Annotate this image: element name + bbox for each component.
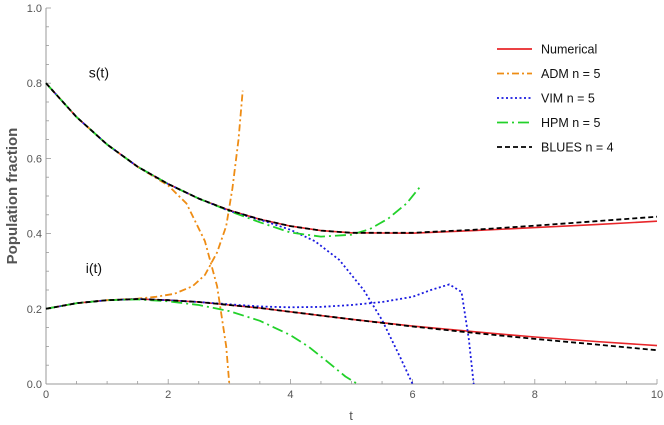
y-tick-label: 0.0: [27, 379, 42, 391]
curve-annotation-1: i(t): [86, 260, 102, 276]
series-line-hpm-n-5-s: [45, 82, 423, 238]
series-line-adm-n-5-s: [45, 82, 231, 385]
curve-annotation-0: s(t): [89, 65, 109, 81]
series-line-blues-n-4-i: [45, 298, 658, 352]
legend-label: HPM n = 5: [541, 116, 600, 130]
series-line-blues-n-4-s: [45, 82, 658, 234]
series-lines: [45, 82, 658, 385]
axes: 0 2 4 6 8 10 0.0 0.2 0.4 0.6 0.8 1.0: [27, 3, 663, 401]
series-line-adm-n-5-i: [45, 90, 244, 310]
legend: Numerical ADM n = 5 VIM n = 5 HPM n = 5 BLUE…: [497, 43, 614, 155]
x-tick-label: 10: [651, 389, 663, 401]
x-tick-label: 0: [43, 389, 49, 401]
y-tick-label: 0.4: [27, 229, 42, 241]
series-line-hpm-n-5-i: [45, 298, 359, 385]
x-axis-label: t: [349, 408, 353, 423]
y-tick-label: 0.8: [27, 78, 42, 90]
x-tick-label: 8: [532, 389, 538, 401]
y-axis-label: Population fraction: [4, 128, 21, 265]
legend-label: VIM n = 5: [541, 92, 595, 106]
x-tick-label: 6: [410, 389, 416, 401]
series-line-numerical-i: [45, 298, 658, 347]
series-line-numerical-s: [45, 82, 658, 234]
x-tick-label: 2: [165, 389, 171, 401]
y-tick-label: 0.6: [27, 153, 42, 165]
legend-label: ADM n = 5: [541, 67, 600, 81]
legend-label: BLUES n = 4: [541, 141, 614, 155]
legend-label: Numerical: [541, 43, 597, 57]
y-tick-label: 0.2: [27, 304, 42, 316]
curve-annotations: s(t) i(t): [86, 65, 109, 277]
x-tick-label: 4: [287, 389, 293, 401]
y-tick-label: 1.0: [27, 3, 42, 15]
